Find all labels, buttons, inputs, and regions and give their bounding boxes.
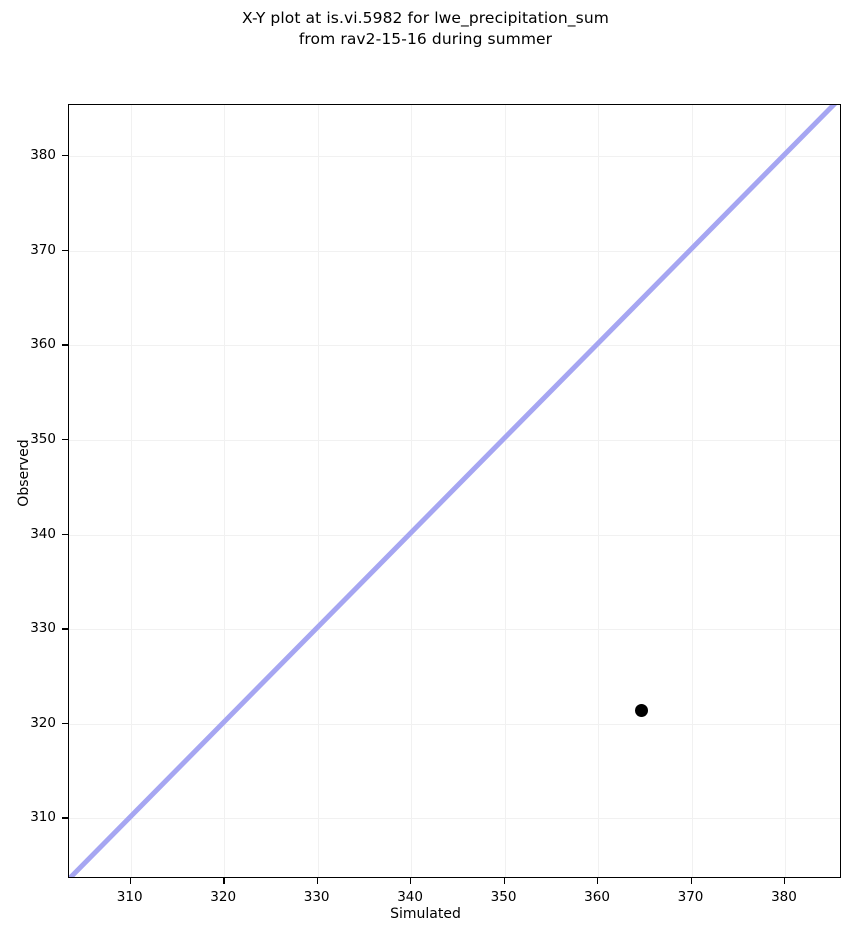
x-axis-label: Simulated [390, 906, 461, 922]
gridline-horizontal [69, 345, 840, 347]
x-tick-mark [223, 878, 225, 884]
x-tick-mark [783, 878, 786, 884]
x-tick-label: 340 [397, 889, 423, 905]
x-tick-label: 360 [584, 889, 610, 905]
x-tick-mark [690, 878, 692, 884]
y-tick-label: 350 [30, 430, 56, 447]
y-tick-label: 340 [30, 525, 56, 542]
gridline-vertical [224, 105, 226, 877]
gridline-horizontal [69, 723, 840, 725]
y-tick-mark [62, 344, 68, 346]
y-tick-mark [62, 817, 68, 819]
gridline-vertical [598, 105, 600, 877]
y-tick-label: 380 [30, 147, 56, 164]
x-tick-label: 350 [490, 889, 517, 905]
x-tick-label: 370 [677, 889, 704, 905]
x-tick-mark [503, 878, 505, 884]
x-tick-mark [129, 878, 132, 884]
gridline-vertical [130, 105, 132, 877]
y-tick-label: 360 [30, 336, 56, 353]
gridline-vertical [317, 105, 319, 877]
gridline-horizontal [69, 629, 840, 631]
one-to-one-reference-line [69, 105, 837, 877]
x-tick-mark [410, 878, 412, 884]
gridline-horizontal [69, 250, 840, 252]
gridline-horizontal [69, 439, 840, 441]
y-axis-label: Observed [16, 439, 32, 507]
chart-title: X-Y plot at is.vi.5982 for lwe_precipita… [242, 9, 609, 48]
y-tick-mark [62, 155, 68, 157]
y-tick-mark [62, 533, 68, 535]
gridline-horizontal [69, 534, 840, 536]
data-point-marker[interactable] [635, 704, 649, 718]
y-tick-label: 370 [30, 241, 56, 258]
x-tick-mark [597, 878, 599, 884]
gridline-horizontal [69, 156, 840, 158]
plot-area[interactable] [68, 104, 841, 878]
x-tick-label: 310 [116, 889, 143, 905]
y-tick-label: 320 [30, 714, 56, 731]
x-tick-label: 380 [771, 889, 797, 905]
y-tick-mark [62, 438, 68, 441]
gridline-vertical [691, 105, 693, 877]
gridline-vertical [504, 105, 506, 877]
y-tick-label: 330 [30, 620, 56, 637]
gridline-horizontal [69, 818, 840, 820]
gridline-vertical [411, 105, 413, 877]
y-tick-mark [62, 628, 68, 630]
x-tick-mark [316, 878, 319, 884]
y-tick-mark [62, 249, 68, 252]
gridline-vertical [784, 105, 786, 877]
y-tick-label: 310 [30, 809, 56, 826]
x-tick-label: 330 [303, 889, 330, 905]
y-tick-mark [62, 722, 68, 725]
x-tick-label: 320 [210, 889, 237, 905]
